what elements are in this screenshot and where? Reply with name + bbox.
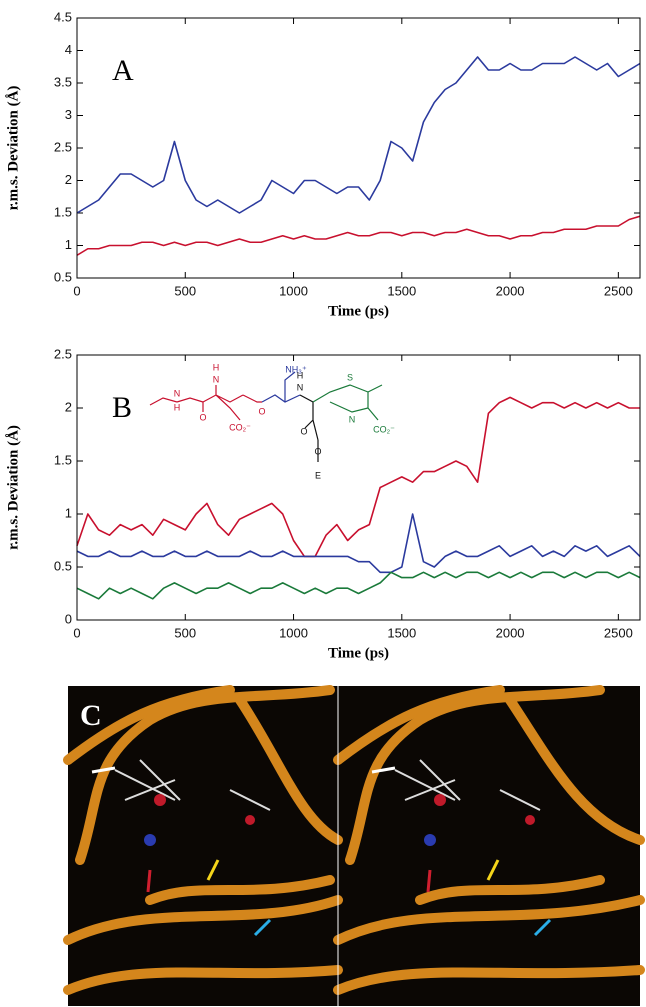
y-tick-label: 4.5 <box>54 9 72 24</box>
y-tick-label: 0.5 <box>54 558 72 573</box>
y-tick-label: 3 <box>65 107 72 122</box>
structure-label: CO₂⁻ <box>229 422 251 432</box>
plot-frame <box>76 354 641 621</box>
y-tick-label: 2 <box>65 399 72 414</box>
y-tick-label: 1.5 <box>54 452 72 467</box>
x-tick-label: 1500 <box>387 625 416 640</box>
x-tick-label: 0 <box>73 625 80 640</box>
y-tick-label: 4 <box>65 42 72 57</box>
y-axis-title: r.m.s. Deviation (Å) <box>5 425 21 550</box>
structure-label: CO₂⁻ <box>373 424 395 434</box>
x-tick-label: 0 <box>73 283 80 298</box>
structure-label: O <box>258 406 265 416</box>
structure-label: O <box>300 426 307 436</box>
y-tick-label: 1.5 <box>54 204 72 219</box>
data-line <box>76 56 641 214</box>
data-line <box>76 396 640 558</box>
structure-label: N <box>297 382 304 392</box>
data-line <box>76 215 641 256</box>
structure-label: H <box>213 362 220 372</box>
x-tick-label: 1000 <box>279 283 308 298</box>
x-tick-label: 500 <box>174 283 196 298</box>
data-line <box>76 513 641 574</box>
x-tick-label: 1000 <box>279 625 308 640</box>
plot-frame <box>76 17 641 279</box>
data-line <box>76 571 641 600</box>
x-axis-title: Time (ps) <box>328 645 389 661</box>
y-tick-label: 2 <box>65 172 72 187</box>
x-tick-label: 2500 <box>604 283 633 298</box>
x-axis-title: Time (ps) <box>328 303 389 319</box>
x-tick-label: 1500 <box>387 283 416 298</box>
panel-label: A <box>112 54 134 87</box>
y-tick-label: 2.5 <box>54 139 72 154</box>
image-panel: C <box>63 685 645 1006</box>
y-tick-label: 3.5 <box>54 74 72 89</box>
structure-label: N <box>349 414 356 424</box>
structure-label: H <box>297 370 304 380</box>
structure-label: S <box>347 372 353 382</box>
structure-label: N <box>213 374 220 384</box>
y-tick-label: 1 <box>65 237 72 252</box>
structure-label: O <box>314 446 321 456</box>
y-tick-label: 0 <box>65 611 72 626</box>
structure-label: E <box>315 470 321 480</box>
structure-label: N <box>174 388 181 398</box>
panel-label: B <box>112 391 132 424</box>
structure-label: H <box>174 402 181 412</box>
structure-label: O <box>199 412 206 422</box>
x-tick-label: 500 <box>174 625 196 640</box>
structure-skeleton <box>149 371 383 462</box>
y-tick-label: 1 <box>65 505 72 520</box>
x-tick-label: 2000 <box>496 625 525 640</box>
y-tick-label: 0.5 <box>54 269 72 284</box>
x-tick-label: 2500 <box>604 625 633 640</box>
x-tick-label: 2000 <box>496 283 525 298</box>
y-axis-title: r.m.s. Deviation (Å) <box>5 86 21 211</box>
structure-label: NH₃⁺ <box>285 364 307 374</box>
panel-label: C <box>80 699 102 732</box>
y-tick-label: 2.5 <box>54 346 72 361</box>
